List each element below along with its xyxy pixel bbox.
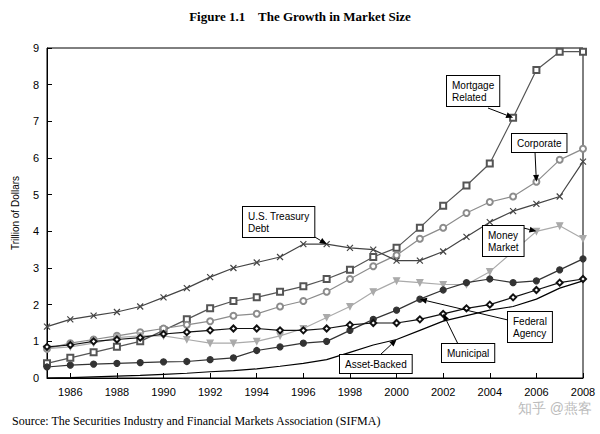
svg-text:2004: 2004 [478,386,502,398]
svg-text:5: 5 [33,189,39,201]
svg-text:Municipal: Municipal [447,348,489,359]
svg-text:2008: 2008 [571,386,595,398]
svg-text:Money: Money [488,230,518,241]
svg-text:Figure 1.1 The Growth in Ma: Figure 1.1 The Growth in Market Size [189,9,411,24]
svg-text:知乎 @燕客: 知乎 @燕客 [518,400,592,416]
svg-text:Agency: Agency [513,328,546,339]
svg-text:1986: 1986 [58,386,82,398]
svg-text:3: 3 [33,262,39,274]
svg-text:1988: 1988 [105,386,129,398]
svg-text:1: 1 [33,335,39,347]
svg-text:2: 2 [33,299,39,311]
svg-text:9: 9 [33,42,39,54]
svg-text:Corporate: Corporate [517,138,562,149]
svg-text:1990: 1990 [151,386,175,398]
svg-text:0: 0 [33,372,39,384]
svg-text:Market: Market [488,242,519,253]
svg-text:1998: 1998 [338,386,362,398]
svg-text:Source: The Securities Industr: Source: The Securities Industry and Fina… [12,414,380,428]
svg-text:1996: 1996 [291,386,315,398]
svg-text:2000: 2000 [384,386,408,398]
svg-text:2006: 2006 [524,386,548,398]
svg-text:7: 7 [33,115,39,127]
svg-text:Asset-Backed: Asset-Backed [345,359,407,370]
svg-text:1992: 1992 [198,386,222,398]
svg-text:4: 4 [33,225,39,237]
svg-text:8: 8 [33,79,39,91]
svg-text:Trillion of Dollars: Trillion of Dollars [10,176,21,250]
svg-text:Federal: Federal [513,316,547,327]
svg-text:Debt: Debt [248,223,269,234]
svg-text:Related: Related [452,92,486,103]
svg-text:Mortgage: Mortgage [452,80,495,91]
svg-text:6: 6 [33,152,39,164]
svg-text:2002: 2002 [431,386,455,398]
svg-text:1994: 1994 [244,386,268,398]
svg-text:U.S. Treasury: U.S. Treasury [248,211,309,222]
